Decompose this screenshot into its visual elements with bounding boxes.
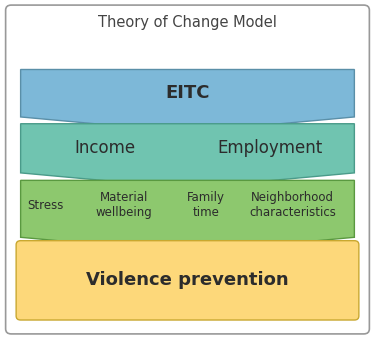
Text: Material
wellbeing: Material wellbeing bbox=[95, 192, 152, 219]
Text: Stress: Stress bbox=[27, 199, 63, 212]
Text: Violence prevention: Violence prevention bbox=[86, 271, 289, 290]
Text: Employment: Employment bbox=[217, 139, 322, 157]
Text: Neighborhood
characteristics: Neighborhood characteristics bbox=[249, 192, 336, 219]
Text: EITC: EITC bbox=[165, 84, 210, 102]
Text: Theory of Change Model: Theory of Change Model bbox=[98, 15, 277, 29]
Polygon shape bbox=[21, 124, 354, 188]
Text: Family
time: Family time bbox=[187, 192, 225, 219]
FancyBboxPatch shape bbox=[6, 5, 369, 334]
FancyBboxPatch shape bbox=[16, 241, 359, 320]
Polygon shape bbox=[21, 69, 354, 132]
Text: Income: Income bbox=[75, 139, 136, 157]
Polygon shape bbox=[21, 180, 354, 253]
